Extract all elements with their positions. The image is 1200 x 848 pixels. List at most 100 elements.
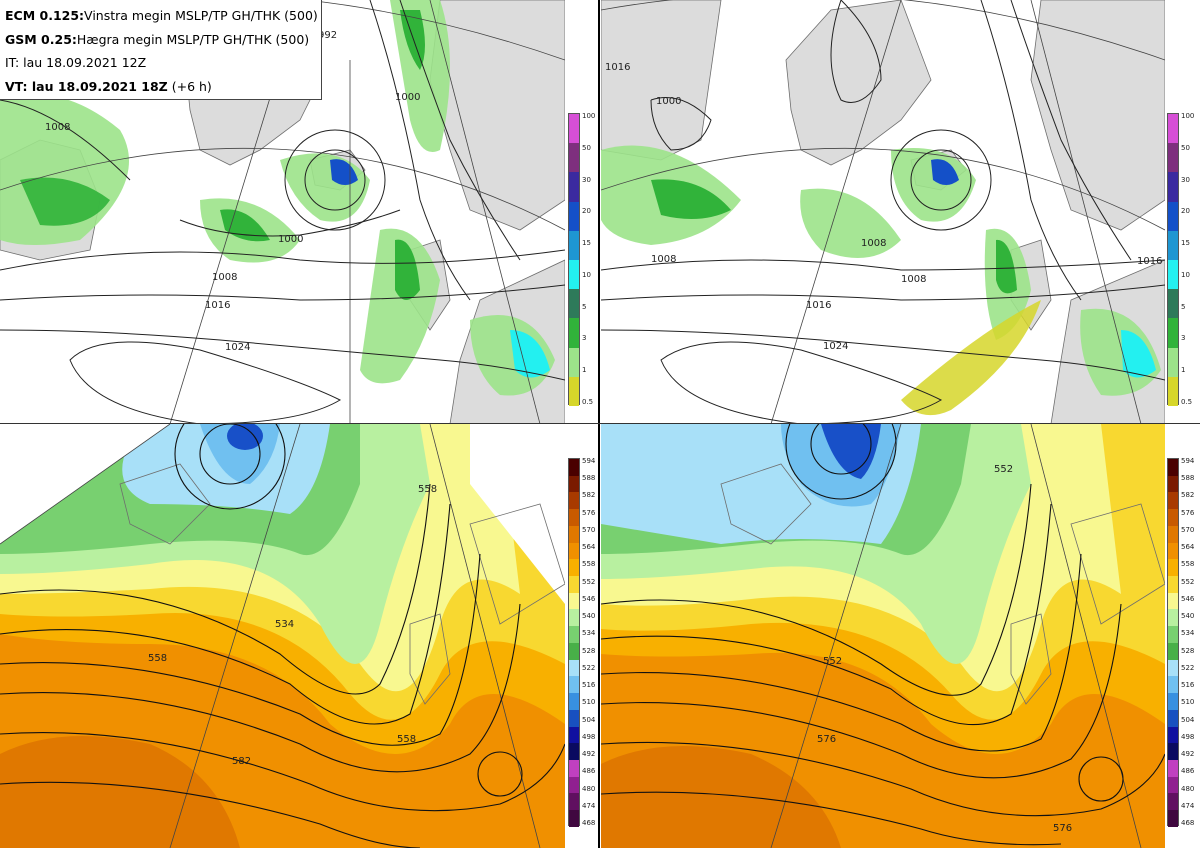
precip-area bbox=[390, 0, 450, 152]
colorbar-tick-label: 510 bbox=[1181, 698, 1195, 707]
colorbar-segment bbox=[1168, 542, 1178, 560]
gsm-mslp-precip-map: 1016 1016 1008 1008 1008 1000 1024 1016 bbox=[601, 0, 1165, 424]
thk-label: 558 bbox=[418, 484, 437, 495]
precip-area bbox=[996, 239, 1017, 294]
scandinavia-land bbox=[429, 0, 565, 231]
precip-area bbox=[330, 159, 358, 185]
colorbar-segment bbox=[1168, 143, 1178, 173]
colorbar-tick-label: 594 bbox=[1181, 457, 1195, 465]
precip-area bbox=[360, 228, 440, 384]
colorbar-segment bbox=[1168, 759, 1178, 777]
vertical-divider bbox=[598, 0, 600, 848]
colorbar-tick-label: 576 bbox=[1181, 508, 1195, 517]
colorbar-tick-label: 540 bbox=[582, 612, 596, 621]
colorbar-segment bbox=[1168, 659, 1178, 677]
precip-area bbox=[800, 188, 901, 258]
colorbar-tick-label: 10 bbox=[1181, 270, 1190, 279]
colorbar-segment bbox=[569, 609, 579, 627]
colorbar-segment bbox=[569, 475, 579, 493]
thickness-colorbar: 594 588 582 576 570 564 558 552 546 540 534 528 522 5… bbox=[1167, 457, 1200, 827]
colorbar-segment bbox=[569, 676, 579, 694]
colorbar-tick-label: 492 bbox=[582, 750, 596, 759]
colorbar-tick-label: 30 bbox=[582, 175, 591, 184]
colorbar-segment bbox=[569, 659, 579, 677]
thk-label: 552 bbox=[994, 464, 1013, 475]
colorbar-strip bbox=[1167, 458, 1179, 827]
colorbar-tick-label: 552 bbox=[582, 577, 596, 586]
init-time: IT: lau 18.09.2021 12Z bbox=[5, 55, 147, 70]
colorbar-tick-label: 528 bbox=[1181, 646, 1195, 655]
info-box: ECM 0.125:Vinstra megin MSLP/TP GH/THK (… bbox=[0, 0, 322, 100]
ecm-thickness-map: 534 558 558 582 558 bbox=[0, 424, 565, 848]
colorbar-segment bbox=[1168, 743, 1178, 760]
colorbar-segment bbox=[1168, 709, 1178, 727]
colorbar-segment bbox=[1168, 318, 1178, 348]
ecm-model-label: ECM 0.125: bbox=[5, 8, 85, 23]
colorbar-segment bbox=[569, 726, 579, 744]
ecm-line: ECM 0.125:Vinstra megin MSLP/TP GH/THK (… bbox=[5, 4, 318, 28]
colorbar-segment bbox=[569, 230, 579, 260]
thk-band bbox=[821, 424, 881, 479]
gsm-model-label: GSM 0.25: bbox=[5, 31, 77, 47]
scandinavia-land bbox=[1030, 0, 1165, 231]
colorbar-tick-label: 474 bbox=[1181, 801, 1195, 810]
colorbar-tick-label: 546 bbox=[582, 594, 596, 603]
colorbar-segment bbox=[1168, 693, 1178, 710]
colorbar-tick-label: 522 bbox=[1181, 663, 1195, 672]
colorbar-tick-label: 522 bbox=[582, 663, 596, 672]
colorbar-tick-label: 480 bbox=[1181, 784, 1195, 793]
colorbar-tick-label: 516 bbox=[582, 681, 596, 690]
colorbar-segment bbox=[1168, 114, 1178, 144]
colorbar-tick-label: 50 bbox=[582, 143, 591, 152]
colorbar-tick-label: 5 bbox=[1181, 302, 1186, 311]
colorbar-tick-label: 1 bbox=[582, 366, 587, 375]
colorbar-segment bbox=[569, 626, 579, 643]
colorbar-segment bbox=[1168, 509, 1178, 526]
colorbar-tick-label: 582 bbox=[582, 491, 596, 500]
colorbar-segment bbox=[1168, 609, 1178, 627]
precip-area bbox=[651, 179, 731, 219]
colorbar-tick-label: 492 bbox=[1181, 750, 1195, 759]
colorbar-tick-label: 468 bbox=[1181, 819, 1195, 827]
thk-label: 576 bbox=[1053, 823, 1072, 834]
colorbar-tick-label: 474 bbox=[582, 801, 596, 810]
ecm-desc: Vinstra megin MSLP/TP GH/THK (500) bbox=[84, 8, 318, 23]
colorbar-tick-label: 534 bbox=[1181, 629, 1195, 638]
colorbar-tick-label: 0.5 bbox=[1181, 398, 1193, 406]
gsm-desc: Hægra megin MSLP/TP GH/THK (500) bbox=[76, 31, 310, 47]
mslp-label: 1016 bbox=[1137, 256, 1162, 267]
thk-label: 582 bbox=[232, 756, 251, 767]
colorbar-tick-label: 5 bbox=[582, 302, 587, 311]
colorbar-segment bbox=[1168, 576, 1178, 593]
colorbar-segment bbox=[569, 459, 579, 476]
colorbar-strip bbox=[568, 458, 580, 827]
colorbar-tick-label: 486 bbox=[582, 767, 596, 776]
colorbar-segment bbox=[1168, 676, 1178, 694]
mslp-label: 1008 bbox=[901, 274, 926, 285]
valid-time-line: VT: lau 18.09.2021 18Z (+6 h) bbox=[5, 75, 316, 99]
mslp-label: 1008 bbox=[212, 272, 237, 283]
colorbar-tick-label: 558 bbox=[1181, 560, 1195, 569]
colorbar-segment bbox=[569, 559, 579, 577]
colorbar-segment bbox=[569, 759, 579, 777]
colorbar-segment bbox=[1168, 201, 1178, 231]
colorbar-tick-label: 552 bbox=[1181, 577, 1195, 586]
colorbar-tick-label: 564 bbox=[582, 543, 596, 552]
precip-area bbox=[891, 148, 976, 222]
colorbar-tick-label: 468 bbox=[582, 819, 596, 827]
mslp-label: 992 bbox=[318, 30, 337, 41]
mslp-label: 1016 bbox=[205, 300, 230, 311]
precip-area bbox=[901, 300, 1041, 416]
greenland-land bbox=[785, 0, 932, 166]
colorbar-tick-label: 3 bbox=[1181, 334, 1186, 343]
colorbar-tick-label: 20 bbox=[582, 207, 591, 216]
precip-colorbar: 100 50 30 20 15 10 5 3 1 0.5 bbox=[1167, 113, 1200, 406]
colorbar-segment bbox=[569, 509, 579, 526]
mslp-label: 1024 bbox=[823, 341, 848, 352]
precip-colorbar: 100 50 30 20 15 10 5 3 1 0.5 bbox=[568, 113, 602, 406]
colorbar-segment bbox=[569, 592, 579, 610]
colorbar-tick-label: 480 bbox=[582, 784, 596, 793]
colorbar-tick-label: 15 bbox=[1181, 239, 1190, 248]
canada-land bbox=[601, 0, 722, 161]
mslp-label: 1008 bbox=[861, 238, 886, 249]
